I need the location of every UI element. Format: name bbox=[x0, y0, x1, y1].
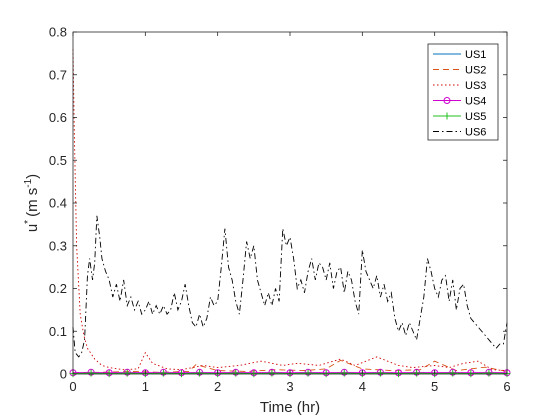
y-tick-label: 0.4 bbox=[49, 196, 67, 211]
y-axis-label-units-close: ) bbox=[24, 174, 41, 179]
data-point-us5 bbox=[304, 369, 312, 377]
x-tick-label: 0 bbox=[69, 379, 76, 394]
data-point-us5 bbox=[123, 369, 131, 377]
x-tick-label: 3 bbox=[286, 379, 293, 394]
series-line-us3 bbox=[72, 49, 508, 372]
legend-marker-us4 bbox=[443, 97, 451, 104]
data-point-us5 bbox=[413, 369, 421, 377]
data-point-us5 bbox=[250, 370, 258, 378]
data-point-us5 bbox=[467, 370, 475, 378]
data-point-us5 bbox=[196, 369, 204, 377]
y-tick-label: 0.6 bbox=[49, 110, 67, 125]
legend-entry-us3: US3 bbox=[465, 80, 486, 92]
y-tick-label: 0.1 bbox=[49, 324, 67, 339]
legend-entry-us6: US6 bbox=[465, 127, 486, 139]
series-us3 bbox=[72, 49, 508, 372]
ticks-group bbox=[72, 31, 508, 375]
y-tick-label: 0.5 bbox=[49, 153, 67, 168]
data-point-us5 bbox=[232, 369, 240, 377]
data-point-us5 bbox=[485, 369, 493, 377]
y-axis-label-main: u bbox=[24, 224, 41, 232]
y-tick-label: 0 bbox=[60, 367, 67, 382]
legend-entry-us4: US4 bbox=[465, 96, 486, 108]
legend-entry-us5: US5 bbox=[465, 111, 486, 123]
y-axis-label: u* (m s-1) bbox=[23, 174, 41, 232]
data-point-us5 bbox=[340, 369, 348, 377]
data-point-us5 bbox=[87, 369, 95, 377]
legend-box bbox=[427, 43, 499, 141]
data-point-us5 bbox=[395, 370, 402, 378]
x-tick-label: 4 bbox=[359, 379, 366, 394]
legend-marker-us5 bbox=[443, 112, 451, 120]
y-axis-label-units-exp: -1 bbox=[23, 178, 34, 187]
x-tick-label: 2 bbox=[214, 379, 221, 394]
series-us2 bbox=[72, 359, 508, 374]
series-line-us6 bbox=[72, 215, 508, 358]
data-point-us5 bbox=[322, 370, 330, 378]
series-line-us2 bbox=[72, 359, 508, 374]
y-tick-label: 0.7 bbox=[49, 67, 67, 82]
data-point-us5 bbox=[178, 370, 185, 378]
legend-entry-us2: US2 bbox=[465, 65, 486, 77]
y-axis-label-units: (m s bbox=[24, 188, 41, 217]
y-tick-label: 0.2 bbox=[49, 281, 67, 296]
data-point-us5 bbox=[268, 369, 276, 377]
data-point-us5 bbox=[159, 369, 167, 377]
x-axis-label: Time (hr) bbox=[260, 399, 320, 416]
legend-entry-us1: US1 bbox=[465, 49, 486, 61]
x-tick-label: 5 bbox=[431, 379, 438, 394]
y-tick-label: 0.3 bbox=[49, 238, 67, 253]
data-point-us5 bbox=[105, 370, 113, 378]
series-us6 bbox=[72, 215, 508, 358]
x-tick-label: 6 bbox=[503, 379, 510, 394]
y-tick-label: 0.8 bbox=[49, 25, 67, 40]
data-point-us5 bbox=[449, 369, 457, 377]
x-tick-label: 1 bbox=[142, 379, 149, 394]
tick-labels-group: 0 1 2 3 4 5 6 0 0.1 0.2 0.3 0.4 0.5 0.6 0.7 0.8 bbox=[49, 25, 511, 395]
legend: US1 US2 US3 US4 US5 US6 bbox=[427, 43, 499, 141]
data-point-us5 bbox=[376, 369, 384, 377]
y-axis-label-super: * bbox=[23, 220, 34, 224]
